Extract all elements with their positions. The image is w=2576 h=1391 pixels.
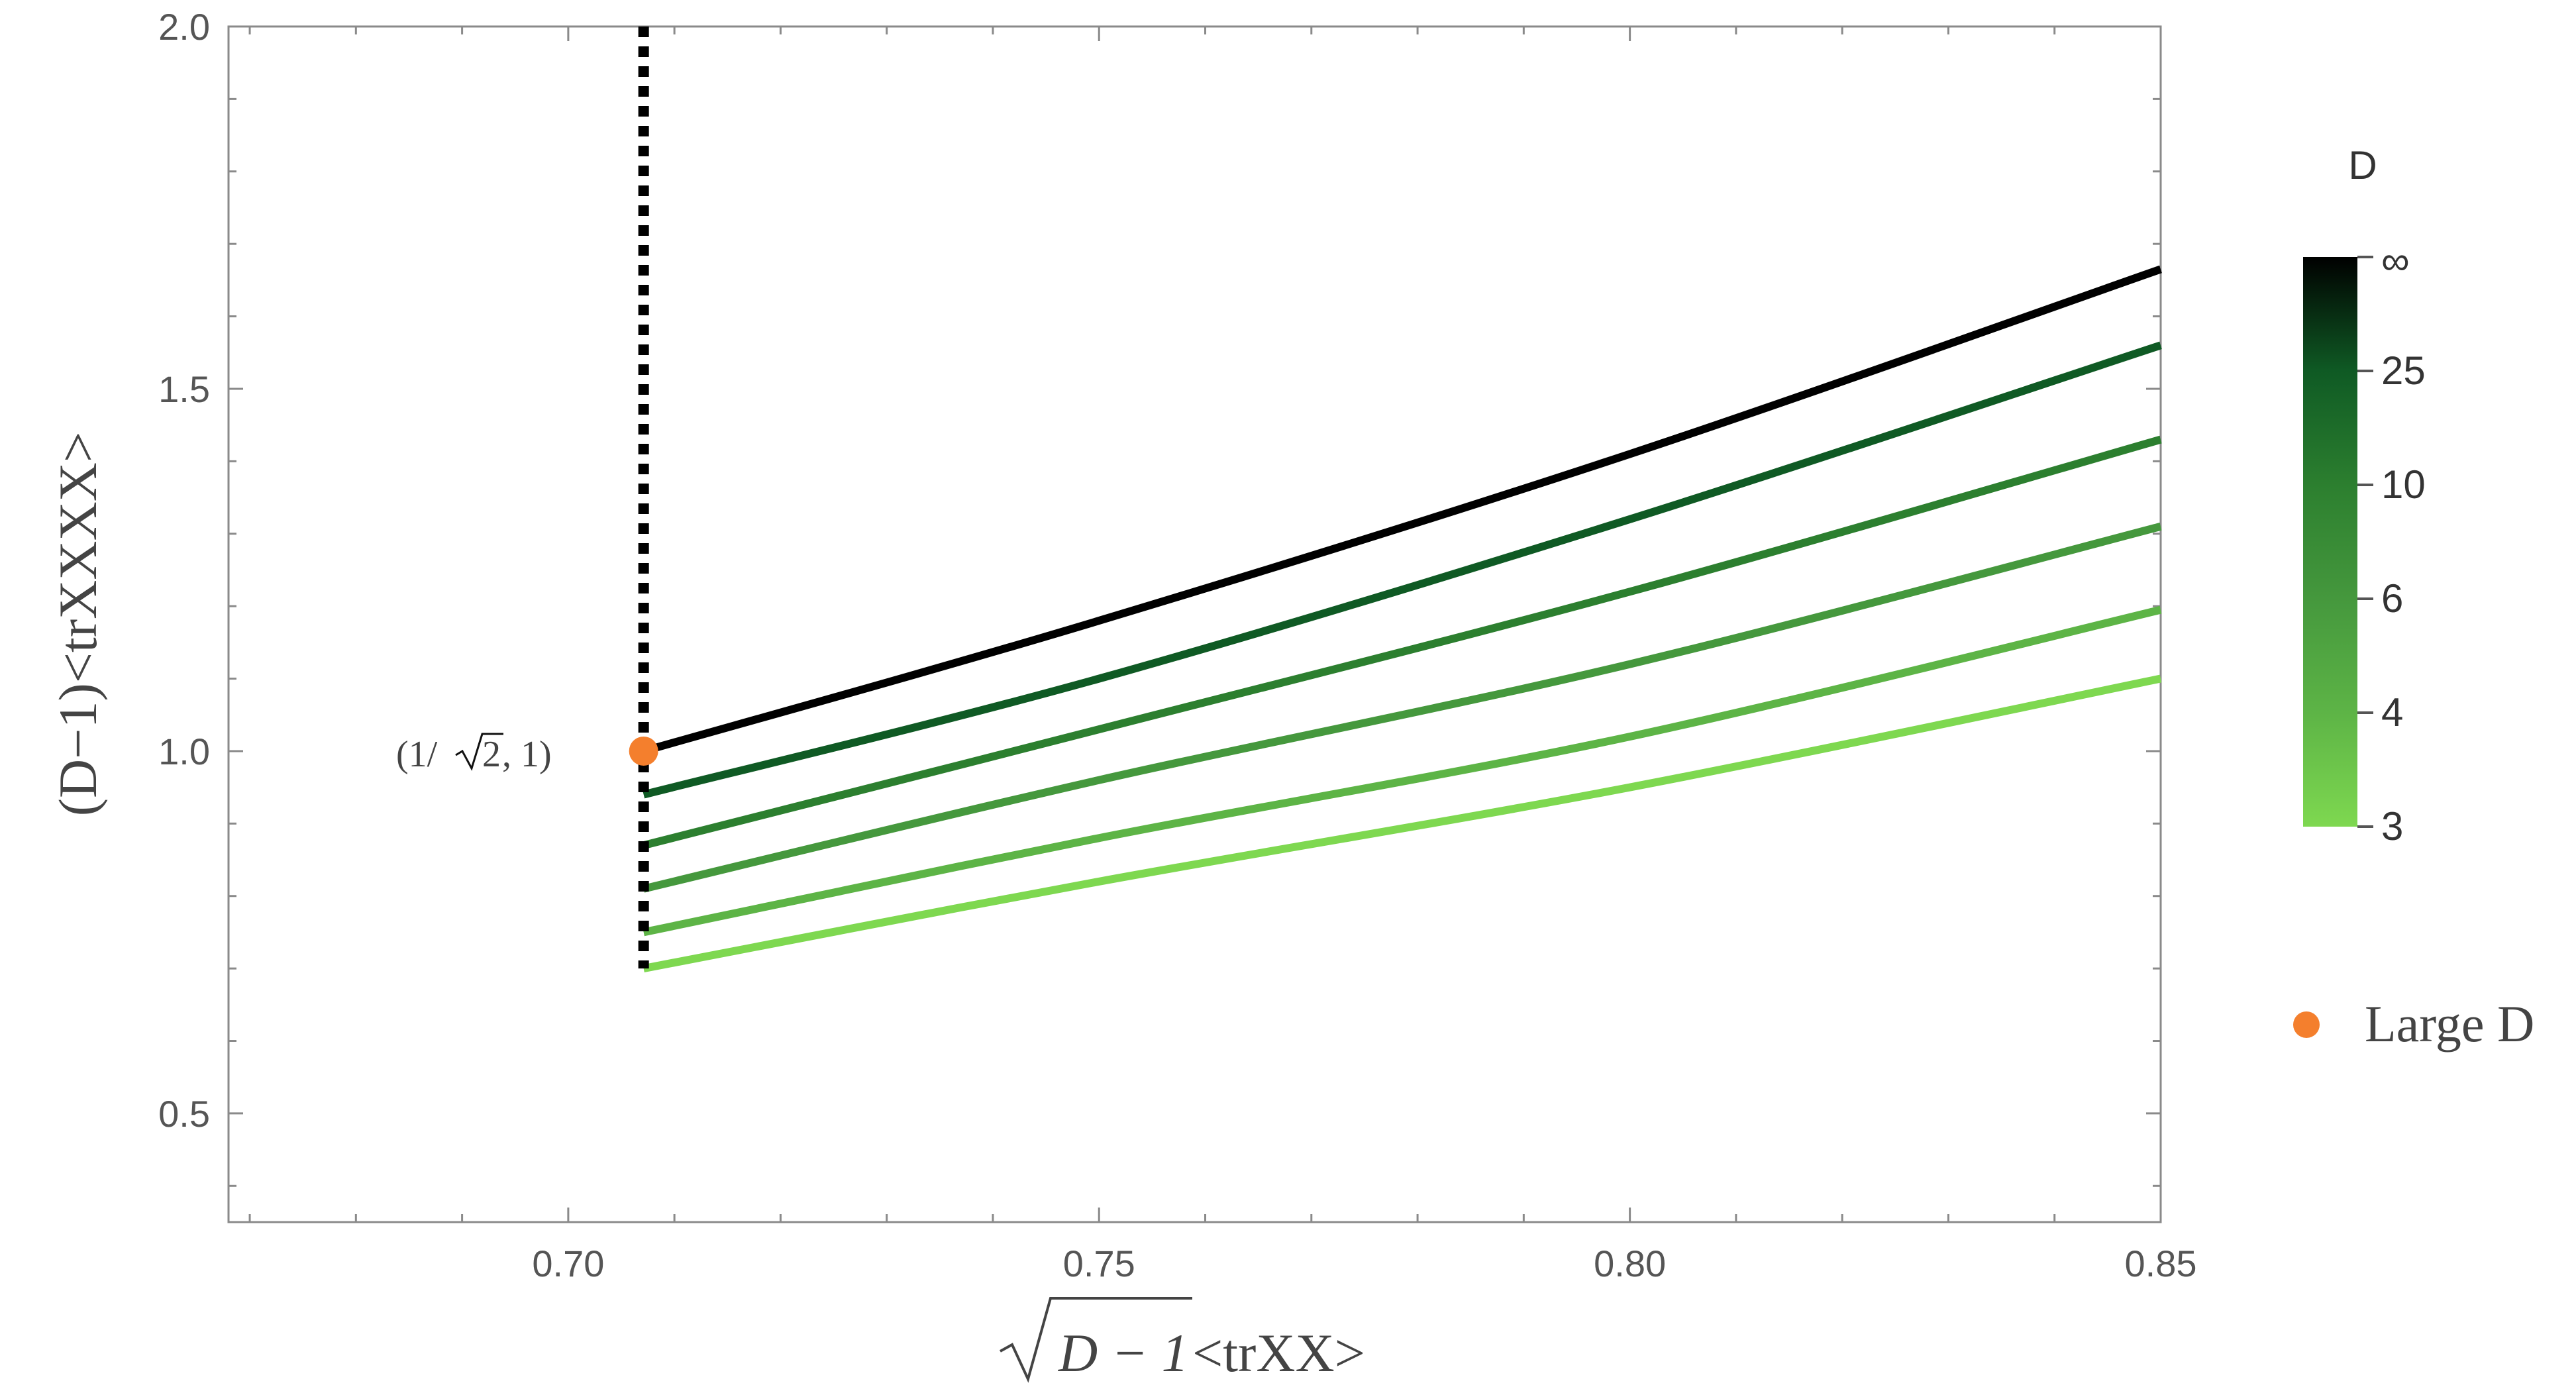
x-axis-label-radical: D − 1 xyxy=(1058,1323,1189,1383)
colorbar-ticks: ∞ 25 10 6 4 3 xyxy=(2357,238,2426,849)
large-d-point xyxy=(629,736,658,766)
y-tick-label: 0.5 xyxy=(158,1093,210,1135)
x-tick-label: 0.80 xyxy=(1594,1243,1666,1284)
series-line-6 xyxy=(643,674,2162,973)
axis-ticks: 0.70 0.75 0.80 0.85 0.5 1.0 1.5 2.0 xyxy=(158,6,2196,1284)
series-line-5 xyxy=(643,605,2162,937)
y-tick-label: 1.0 xyxy=(158,731,210,772)
legend: Large D xyxy=(2293,995,2534,1053)
y-tick-label: 1.5 xyxy=(158,368,210,410)
colorbar-tick-label: 25 xyxy=(2381,348,2426,393)
point-label-radical-sign xyxy=(455,733,503,771)
x-tick-label: 0.75 xyxy=(1063,1243,1135,1284)
point-layer xyxy=(629,736,658,766)
point-label-suffix: , 1) xyxy=(502,734,552,775)
x-axis-label-suffix: <trXX> xyxy=(1192,1323,1365,1383)
colorbar-gradient xyxy=(2303,257,2357,827)
y-tick-label: 2.0 xyxy=(158,6,210,48)
series-layer xyxy=(643,265,2162,973)
colorbar-title: D xyxy=(2348,143,2377,187)
x-tick-label: 0.70 xyxy=(532,1243,604,1284)
x-axis-label: D − 1 <trXX> xyxy=(1000,1297,1365,1383)
colorbar-tick-label: 4 xyxy=(2381,690,2403,735)
colorbar-tick-label: ∞ xyxy=(2381,238,2410,283)
colorbar-tick-label: 3 xyxy=(2381,804,2403,849)
plot-frame xyxy=(227,25,2162,1223)
series-line-1 xyxy=(643,265,2162,755)
series-line-4 xyxy=(643,523,2162,893)
colorbar: D ∞ 25 10 6 4 3 xyxy=(2303,143,2426,849)
colorbar-tick-label: 6 xyxy=(2381,576,2403,621)
x-radical-sign xyxy=(1000,1297,1192,1383)
colorbar-tick-label: 10 xyxy=(2381,462,2426,507)
series-line-3 xyxy=(643,435,2162,849)
point-label-radical: 2 xyxy=(482,734,501,775)
legend-marker-large-d xyxy=(2293,1011,2320,1038)
point-label-prefix: (1/ xyxy=(396,734,438,775)
point-annotation: (1/ 2 , 1) xyxy=(396,733,552,775)
legend-label-large-d: Large D xyxy=(2365,995,2534,1053)
series-line-2 xyxy=(643,341,2162,799)
x-tick-label: 0.85 xyxy=(2125,1243,2197,1284)
y-axis-label: (D−1)<trXXXX> xyxy=(48,432,108,817)
